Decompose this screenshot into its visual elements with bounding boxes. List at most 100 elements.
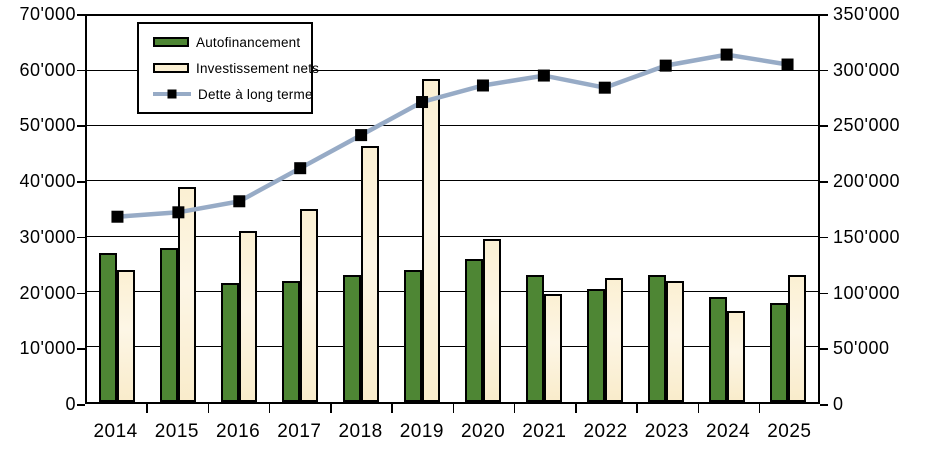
- x-tick-label-2021: 2021: [522, 421, 567, 442]
- line-marker-2017: [294, 162, 307, 175]
- bar-investissement-nets-2021: [543, 294, 562, 402]
- bar-investissement-nets-2015: [178, 187, 197, 402]
- y-right-tick-label: 300'000: [833, 59, 901, 80]
- bar-autofinancement-2015: [160, 248, 179, 402]
- y-left-tick: [77, 236, 85, 239]
- y-axis-left: 70'000 60'000 50'000 40'000 30'000 20'000 10'0…: [0, 0, 76, 465]
- bar-autofinancement-2016: [221, 283, 240, 402]
- line-marker-2022: [598, 81, 611, 94]
- bar-investissement-nets-2023: [665, 281, 684, 402]
- line-marker-2018: [355, 129, 368, 142]
- x-tick: [758, 404, 761, 413]
- bar-autofinancement-2019: [404, 270, 423, 402]
- gridline: [87, 125, 818, 127]
- plot-area: [85, 14, 820, 404]
- legend-item-dette: Dette à long terme: [153, 87, 312, 102]
- bar-investissement-nets-2022: [604, 278, 623, 402]
- y-left-tick: [77, 348, 85, 350]
- legend-swatch-dette-line-icon: [153, 89, 191, 99]
- legend-swatch-investissement-nets: [153, 63, 189, 73]
- x-tick: [636, 404, 638, 413]
- y-right-tick: [820, 292, 828, 295]
- bar-autofinancement-2022: [586, 289, 605, 402]
- x-tick: [513, 404, 516, 413]
- bar-autofinancement-2021: [525, 275, 544, 402]
- y-right-tick: [820, 236, 828, 239]
- x-tick: [575, 404, 577, 413]
- line-marker-2016: [233, 195, 246, 208]
- y-right-tick: [820, 14, 828, 16]
- y-left-tick: [77, 69, 85, 72]
- legend-label: Dette à long terme: [198, 86, 313, 102]
- y-left-tick: [77, 181, 85, 183]
- line-marker-2014: [111, 210, 124, 223]
- x-tick-label-2023: 2023: [644, 421, 690, 442]
- x-tick: [697, 404, 699, 413]
- y-left-tick-label: 60'000: [19, 59, 76, 80]
- y-left-tick-label: 0: [65, 394, 76, 414]
- y-right-tick: [820, 181, 828, 183]
- x-tick: [391, 404, 393, 413]
- y-right-tick-label: 150'000: [833, 226, 901, 247]
- y-left-tick-label: 50'000: [19, 115, 76, 136]
- y-right-tick: [820, 69, 828, 72]
- x-tick-label-2014: 2014: [93, 421, 138, 442]
- y-right-tick-label: 0: [833, 394, 844, 414]
- x-tick-label-2016: 2016: [215, 421, 261, 442]
- x-tick-label-2025: 2025: [767, 421, 812, 442]
- gridline: [87, 235, 818, 237]
- bar-investissement-nets-2025: [787, 275, 806, 402]
- bar-investissement-nets-2019: [422, 79, 441, 402]
- y-left-tick: [77, 404, 85, 406]
- y-left-tick-label: 30'000: [19, 226, 76, 247]
- y-right-tick: [820, 404, 828, 406]
- y-left-tick: [77, 292, 85, 295]
- y-left-tick-label: 70'000: [19, 4, 76, 24]
- x-tick-label-2018: 2018: [338, 421, 383, 442]
- y-axis-right: 350'000 300'000 250'000 200'000 150'000 100'0…: [833, 0, 930, 465]
- legend: Autofinancement Investissement nets Dett…: [137, 22, 319, 114]
- x-tick-label-2015: 2015: [154, 421, 200, 442]
- gridline: [87, 345, 818, 347]
- bar-investissement-nets-2018: [361, 146, 380, 402]
- gridline: [87, 180, 818, 182]
- legend-item-investissement-nets: Investissement nets: [153, 61, 319, 76]
- y-left-tick-label: 10'000: [19, 338, 76, 359]
- bar-autofinancement-2017: [282, 281, 301, 402]
- y-left-tick-label: 20'000: [19, 282, 76, 303]
- bar-investissement-nets-2014: [117, 270, 136, 402]
- gridline: [87, 290, 818, 292]
- y-right-tick-label: 250'000: [833, 115, 901, 136]
- y-right-tick-label: 350'000: [833, 4, 901, 24]
- bar-investissement-nets-2017: [300, 209, 319, 402]
- x-tick-label-2024: 2024: [705, 421, 751, 442]
- legend-label: Investissement nets: [196, 60, 320, 76]
- y-left-tick: [77, 14, 85, 16]
- bar-autofinancement-2018: [343, 275, 362, 402]
- y-left-tick: [77, 125, 85, 127]
- bar-investissement-nets-2016: [239, 231, 258, 402]
- bar-autofinancement-2025: [769, 303, 788, 402]
- x-tick: [207, 404, 209, 413]
- line-marker-2024: [720, 48, 733, 61]
- x-tick-label-2020: 2020: [460, 421, 506, 442]
- y-right-tick: [820, 125, 828, 127]
- bar-investissement-nets-2024: [726, 311, 745, 402]
- x-tick: [146, 404, 148, 413]
- bar-autofinancement-2023: [647, 275, 666, 402]
- line-marker-2021: [537, 69, 550, 82]
- x-tick-label-2022: 2022: [583, 421, 628, 442]
- y-right-tick: [820, 348, 828, 350]
- bar-autofinancement-2020: [464, 259, 483, 402]
- line-marker-2020: [476, 79, 489, 92]
- y-right-tick-label: 50'000: [833, 338, 890, 359]
- x-tick: [268, 404, 271, 413]
- legend-label: Autofinancement: [196, 34, 301, 50]
- line-marker-2025: [781, 58, 794, 71]
- y-left-tick-label: 40'000: [19, 171, 76, 192]
- x-tick: [330, 404, 332, 413]
- legend-swatch-autofinancement: [153, 37, 189, 47]
- x-tick-label-2019: 2019: [399, 421, 445, 442]
- bar-autofinancement-2024: [708, 297, 727, 402]
